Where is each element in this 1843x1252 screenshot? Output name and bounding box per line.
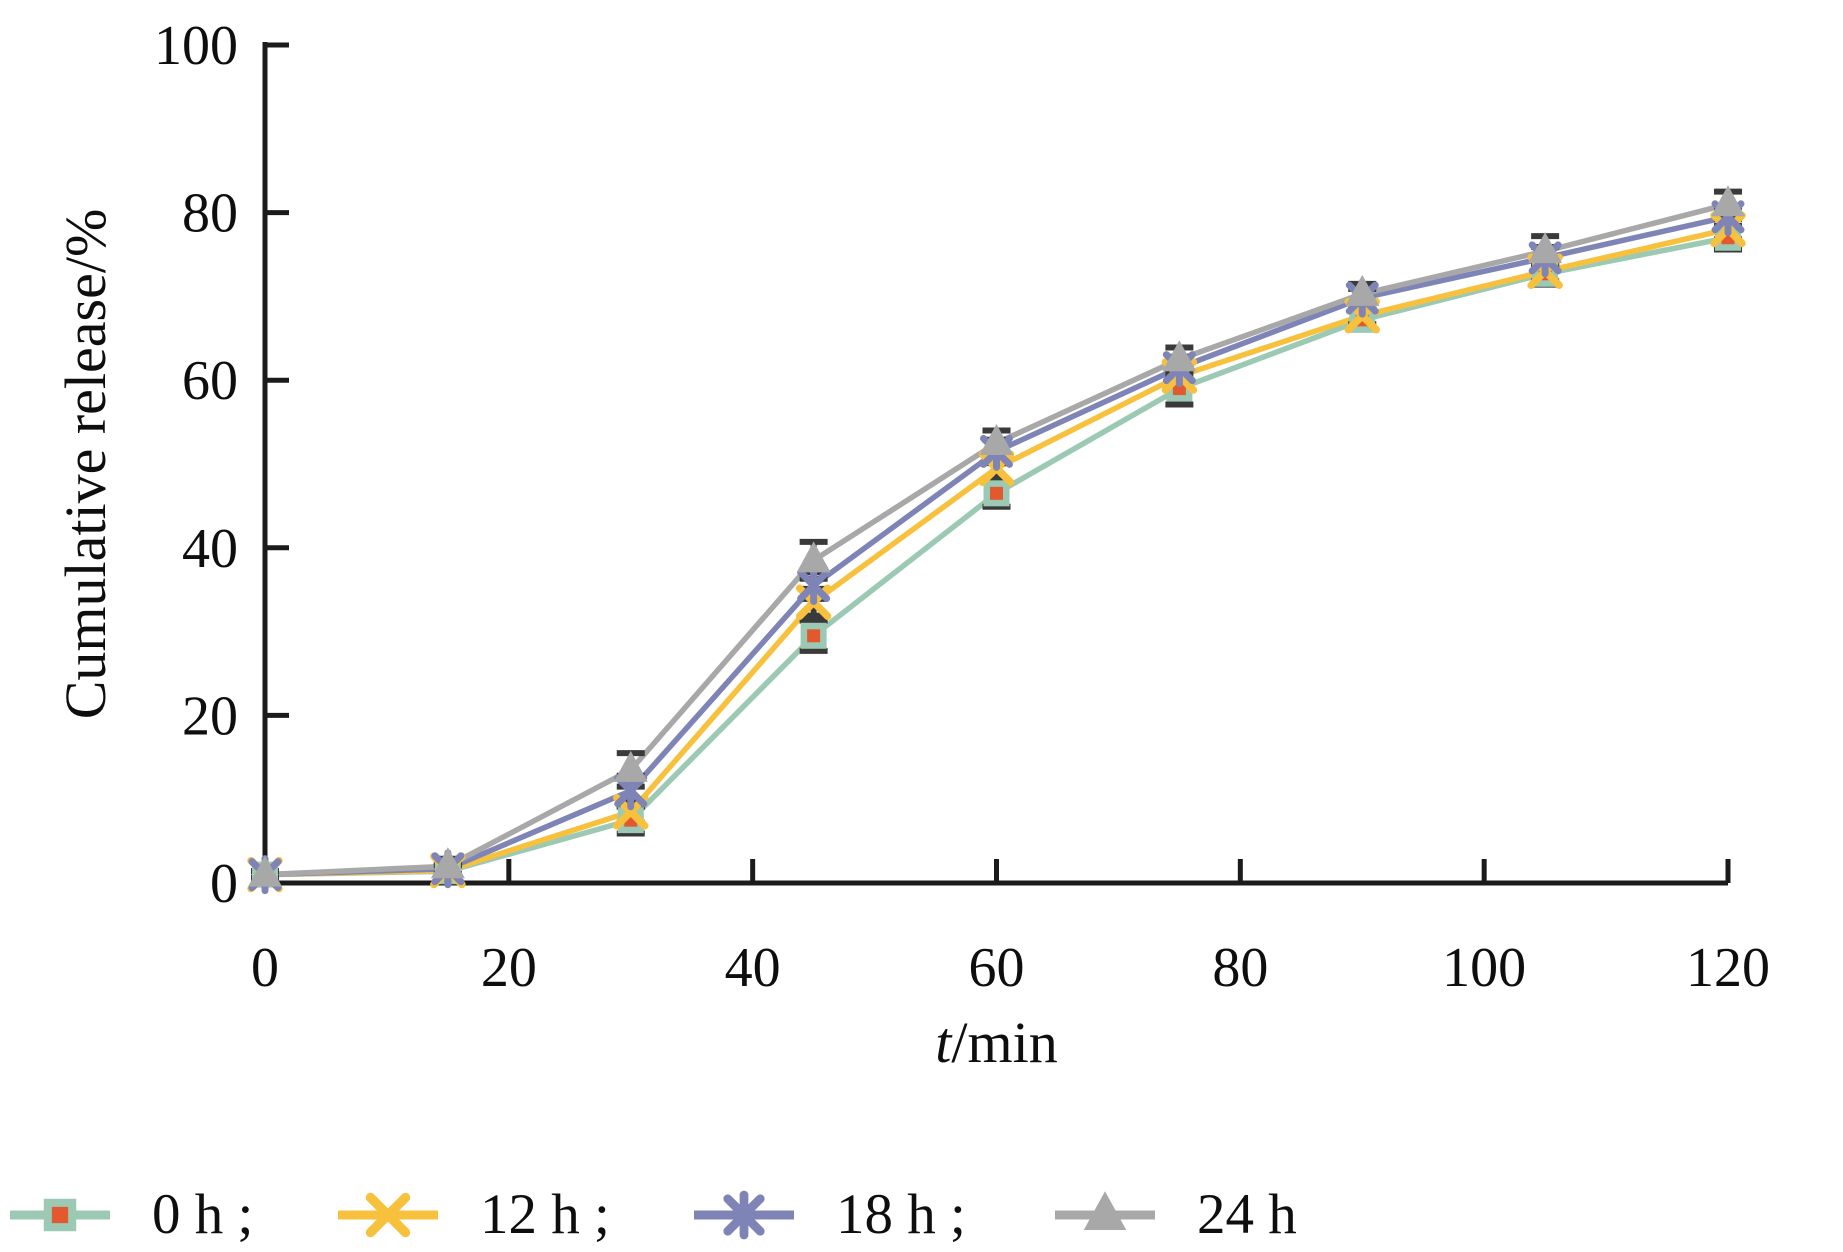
series-markers-3	[248, 185, 1745, 887]
series-line-3	[264, 201, 1729, 878]
x-tick-label: 80	[1212, 937, 1268, 999]
square-marker-center	[1172, 382, 1186, 396]
triangle-marker	[613, 750, 648, 782]
series-line-1	[264, 226, 1729, 878]
legend-swatch-12h	[338, 1192, 438, 1238]
series-line-2	[264, 214, 1729, 878]
y-tick-label: 100	[154, 15, 238, 77]
legend-item-24h: 24 h	[1053, 1178, 1297, 1252]
series-markers-0	[252, 224, 1741, 888]
y-tick-label: 80	[182, 183, 238, 245]
legend-label-24h: 24 h	[1197, 1183, 1297, 1246]
square-marker-center	[990, 486, 1003, 500]
x-tick-label: 20	[481, 937, 537, 999]
x-tick-label: 100	[1442, 937, 1526, 999]
triangle-marker	[979, 424, 1014, 456]
series-line-0	[264, 235, 1729, 878]
triangle-marker	[430, 847, 465, 879]
legend-label-18h: 18 h ;	[836, 1183, 966, 1246]
triangle-marker	[1711, 185, 1745, 217]
triangle-marker	[1162, 340, 1197, 372]
x-tick-label: 60	[969, 937, 1025, 999]
legend-marker	[723, 1190, 765, 1240]
axis-ticks: 0 20 40 60 80 100 120 0 20 40 60 80 100	[154, 15, 1770, 999]
series-markers-1	[247, 211, 1746, 893]
triangle-marker	[1345, 274, 1380, 306]
asterisk-marker	[723, 1190, 765, 1240]
legend-item-12h: 12 h ;	[336, 1178, 610, 1252]
x-tick-label: 120	[1686, 937, 1770, 999]
error-bars	[251, 188, 1742, 881]
legend-item-0h: 0 h ;	[8, 1178, 253, 1252]
x-tick-label: 40	[725, 937, 781, 999]
triangle-marker	[1083, 1191, 1127, 1230]
legend-swatch-18h	[694, 1190, 794, 1240]
legend-marker	[43, 1198, 77, 1232]
triangle-marker	[1528, 232, 1563, 264]
x-marker	[365, 1192, 411, 1238]
asterisk-marker	[797, 566, 831, 606]
legend-swatch-24h	[1055, 1191, 1155, 1230]
legend-marker	[1083, 1191, 1127, 1230]
y-axis-title: Cumulative release/%	[53, 209, 118, 720]
chart-legend: 0 h ; 12 h ; 18 h ; 24 h	[0, 1178, 1843, 1252]
y-tick-label: 0	[210, 853, 238, 915]
y-tick-label: 40	[182, 518, 238, 580]
legend-swatch-0h	[10, 1198, 110, 1232]
x-axis-title: t/min	[935, 1010, 1057, 1075]
triangle-marker	[248, 855, 282, 887]
series-markers-2	[248, 197, 1745, 895]
legend-item-18h: 18 h ;	[692, 1178, 966, 1252]
legend-marker	[365, 1192, 411, 1238]
x-tick-label: 0	[251, 937, 279, 999]
square-marker-center	[51, 1206, 69, 1224]
triangle-marker	[796, 541, 831, 573]
legend-label-12h: 12 h ;	[480, 1183, 610, 1246]
square-marker-center	[807, 629, 821, 643]
y-tick-label: 20	[182, 685, 238, 747]
legend-label-0h: 0 h ;	[152, 1183, 254, 1246]
y-tick-label: 60	[182, 350, 238, 412]
